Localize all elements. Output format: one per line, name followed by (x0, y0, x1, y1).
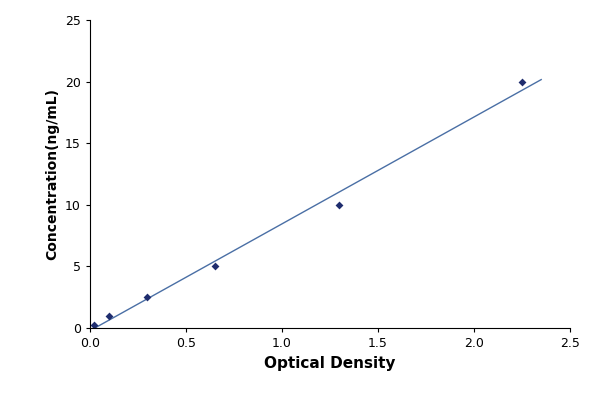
Point (142, 294, 152, 300)
Point (211, 263, 220, 270)
Point (89, 322, 99, 328)
X-axis label: Optical Density: Optical Density (264, 356, 396, 370)
Point (334, 202, 344, 208)
Point (518, 78, 527, 85)
Y-axis label: Concentration(ng/mL): Concentration(ng/mL) (46, 88, 59, 260)
Point (104, 312, 114, 319)
